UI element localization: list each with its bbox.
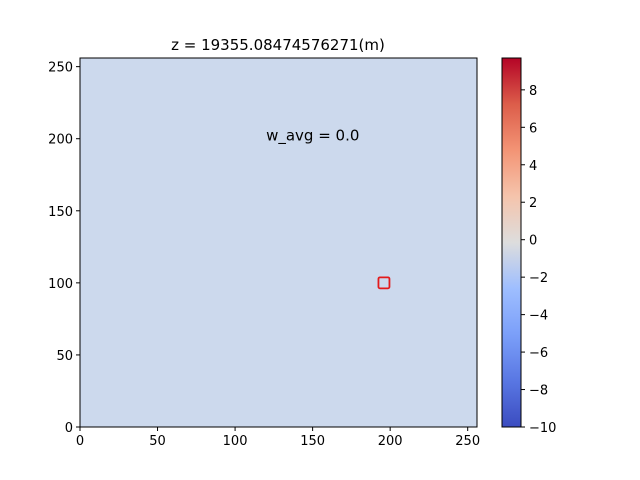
y-axis: 0 50 100 150 200 250 — [48, 61, 80, 436]
w-avg-annotation: w_avg = 0.0 — [266, 127, 359, 146]
colorbar-tick-label: −2 — [529, 271, 548, 286]
y-tick-label: 50 — [56, 349, 73, 364]
x-tick-label: 250 — [455, 434, 480, 449]
colorbar-tick-label: 6 — [529, 121, 537, 136]
chart-title: z = 19355.08474576271(m) — [171, 36, 385, 54]
x-axis: 0 50 100 150 200 250 — [76, 427, 480, 449]
y-tick-label: 0 — [65, 421, 73, 436]
target-marker — [377, 276, 391, 290]
x-tick-label: 150 — [300, 434, 325, 449]
x-tick-label: 50 — [149, 434, 166, 449]
colorbar-tick-label: 0 — [529, 234, 537, 249]
colorbar — [501, 57, 522, 428]
plot-frame — [79, 57, 478, 428]
colorbar-tick-label: 4 — [529, 159, 537, 174]
x-tick-label: 200 — [378, 434, 403, 449]
colorbar-tick-label: −6 — [529, 346, 548, 361]
y-tick-label: 150 — [48, 205, 73, 220]
colorbar-tick-label: −4 — [529, 309, 548, 324]
y-tick-label: 250 — [48, 61, 73, 76]
x-tick-label: 100 — [223, 434, 248, 449]
colorbar-axis: −10 −8 −6 −4 −2 0 2 4 6 8 — [521, 84, 556, 436]
colorbar-tick-label: 2 — [529, 196, 537, 211]
x-tick-label: 0 — [76, 434, 84, 449]
y-tick-label: 200 — [48, 133, 73, 148]
colorbar-tick-label: −8 — [529, 384, 548, 399]
y-tick-label: 100 — [48, 277, 73, 292]
colorbar-tick-label: 8 — [529, 84, 537, 99]
heatmap-field — [80, 58, 477, 427]
colorbar-tick-label: −10 — [529, 421, 556, 436]
